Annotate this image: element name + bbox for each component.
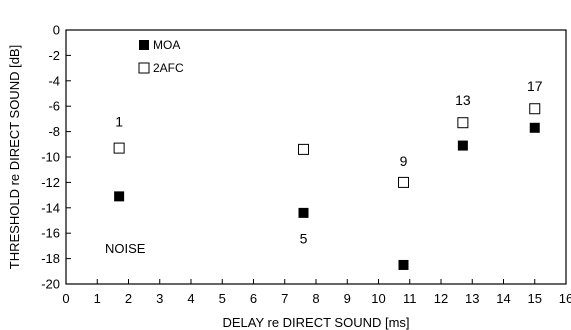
annotation-layer: 1 5 9 13 17: [115, 78, 543, 246]
legend-label-moa: MOA: [153, 38, 180, 52]
x-tick-label: 8: [312, 291, 319, 306]
x-tick-label: 6: [250, 291, 257, 306]
point-annotation: 13: [455, 92, 471, 108]
y-tick-label: 0: [53, 23, 60, 38]
point-annotation: 9: [400, 153, 408, 169]
x-tick-label: 15: [528, 291, 542, 306]
y-tick-label: -20: [41, 277, 60, 292]
x-tick-label: 1: [94, 291, 101, 306]
moa-point: [114, 191, 125, 202]
y-tick-label: -14: [41, 200, 60, 215]
afc-point: [113, 142, 125, 154]
x-tick-label: 14: [496, 291, 510, 306]
moa-point: [529, 122, 540, 133]
x-tick-label: 9: [344, 291, 351, 306]
x-tick-label: 11: [403, 291, 417, 306]
x-tick-label: 3: [156, 291, 163, 306]
x-tick-label: 16: [559, 291, 571, 306]
x-tick-label: 5: [219, 291, 226, 306]
x-tick-label: 10: [371, 291, 385, 306]
x-tick-label: 12: [434, 291, 448, 306]
afc-point: [529, 103, 541, 115]
data-points: [113, 103, 541, 270]
x-tick-label: 2: [125, 291, 132, 306]
legend-marker-moa: [139, 40, 149, 50]
noise-label: NOISE: [105, 241, 146, 256]
y-tick-label: -18: [41, 251, 60, 266]
point-annotation: 5: [300, 230, 308, 246]
y-tick-label: -8: [48, 124, 60, 139]
y-tick-label: -10: [41, 150, 60, 165]
afc-point: [398, 176, 409, 188]
x-axis-title: DELAY re DIRECT SOUND [ms]: [222, 315, 409, 330]
legend: MOA 2AFC: [138, 38, 184, 75]
x-tick-label: 13: [465, 291, 479, 306]
legend-label-2afc: 2AFC: [153, 61, 184, 75]
x-tick-label: 4: [187, 291, 194, 306]
moa-point: [398, 259, 409, 270]
x-tick-label: 7: [281, 291, 288, 306]
point-annotation: 1: [115, 113, 123, 129]
y-tick-label: -6: [48, 99, 60, 114]
point-annotation: 17: [527, 78, 543, 94]
tick-layer: 0 1 2 3 4 5 6 7 8 9 10 11 12 13 14 15 160-2-4-6-8-10-12-…: [41, 23, 571, 307]
y-tick-label: -16: [41, 226, 60, 241]
afc-point: [298, 143, 309, 155]
moa-point: [457, 140, 468, 151]
y-tick-label: -12: [41, 175, 60, 190]
y-axis-title: THRESHOLD re DIRECT SOUND [dB]: [7, 45, 22, 269]
y-tick-label: -4: [48, 73, 60, 88]
moa-point: [298, 207, 309, 218]
y-tick-label: -2: [48, 48, 60, 63]
legend-marker-2afc: [138, 62, 150, 74]
x-tick-label: 0: [62, 291, 69, 306]
afc-point: [457, 117, 469, 129]
